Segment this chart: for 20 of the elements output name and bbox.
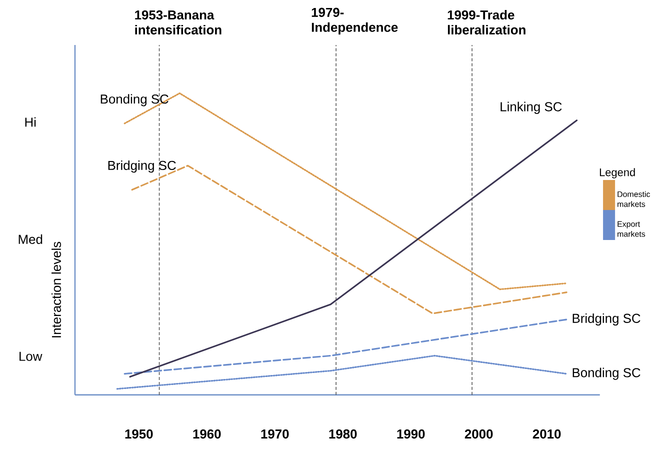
x-tick-label: 1960 <box>193 429 221 439</box>
text: Med <box>18 234 42 244</box>
series-label: Bridging SC <box>108 160 176 173</box>
legend-title: Legend <box>600 168 635 178</box>
text: Low <box>20 352 42 361</box>
series-label: Bonding SC <box>572 368 640 380</box>
series-label: Bridging SC <box>572 314 640 326</box>
x-tick-label: 1950 <box>125 429 153 439</box>
text: Hi <box>25 117 36 127</box>
ref-line-label: 1999-Trade liberalization <box>448 10 526 35</box>
x-tick-label: 1990 <box>397 429 425 439</box>
y-axis-title: Interaction levels <box>52 242 62 338</box>
series-label: Bonding SC <box>100 94 168 106</box>
x-tick-label: 1970 <box>261 429 289 439</box>
x-tick-label: 2000 <box>464 429 493 439</box>
x-tick-label: 2010 <box>532 429 561 439</box>
ref-line-label: 1953-Banana intensification <box>135 10 222 35</box>
series-label: Linking SC <box>500 102 562 114</box>
x-tick-label: 1980 <box>329 429 357 439</box>
ref-line-label: 1979-Independence <box>312 8 398 35</box>
